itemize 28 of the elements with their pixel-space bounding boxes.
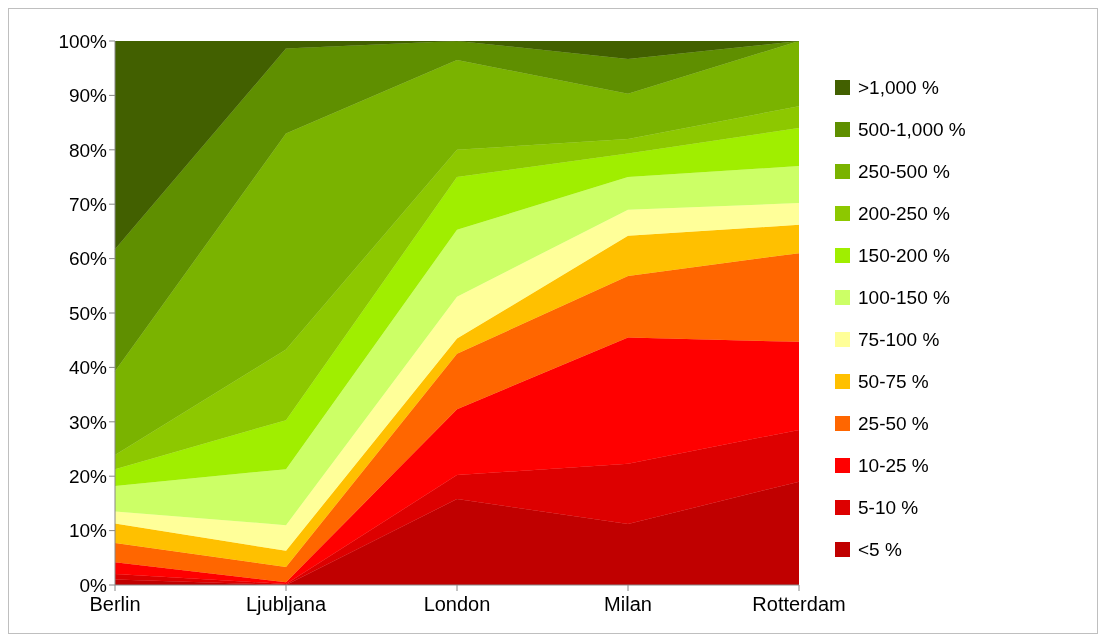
y-tick-label: 10% [68, 520, 108, 542]
legend-label: 200-250 % [858, 202, 950, 226]
x-tick-label: London [423, 593, 491, 616]
legend-label: 25-50 % [858, 412, 929, 436]
y-tick-label: 90% [68, 85, 108, 107]
y-tick-label: 50% [68, 302, 108, 324]
x-tick-label: Rotterdam [752, 593, 846, 616]
y-tick-label: 100% [58, 30, 108, 52]
y-tick-label: 70% [68, 193, 108, 215]
x-tick-label: Ljubljana [245, 593, 327, 616]
y-tick-label: 80% [68, 139, 108, 161]
y-tick-label: 0% [79, 574, 108, 596]
x-tick-label: Berlin [89, 593, 141, 616]
legend-label: 250-500 % [858, 160, 950, 184]
legend-label: 50-75 % [858, 370, 929, 394]
y-tick-label: 30% [68, 411, 108, 433]
legend-label: 5-10 % [858, 496, 919, 520]
y-tick-label: 20% [68, 465, 108, 487]
legend-label: 10-25 % [858, 454, 929, 478]
legend-label: <5 % [858, 538, 902, 562]
legend-label: >1,000 % [858, 76, 939, 100]
legend-label: 150-200 % [858, 244, 950, 268]
legend-label: 100-150 % [858, 286, 950, 310]
x-tick-label: Milan [604, 593, 652, 616]
y-tick-label: 60% [68, 248, 108, 270]
legend-label: 500-1,000 % [858, 118, 966, 142]
y-tick-label: 40% [68, 357, 108, 379]
legend-label: 75-100 % [858, 328, 940, 352]
